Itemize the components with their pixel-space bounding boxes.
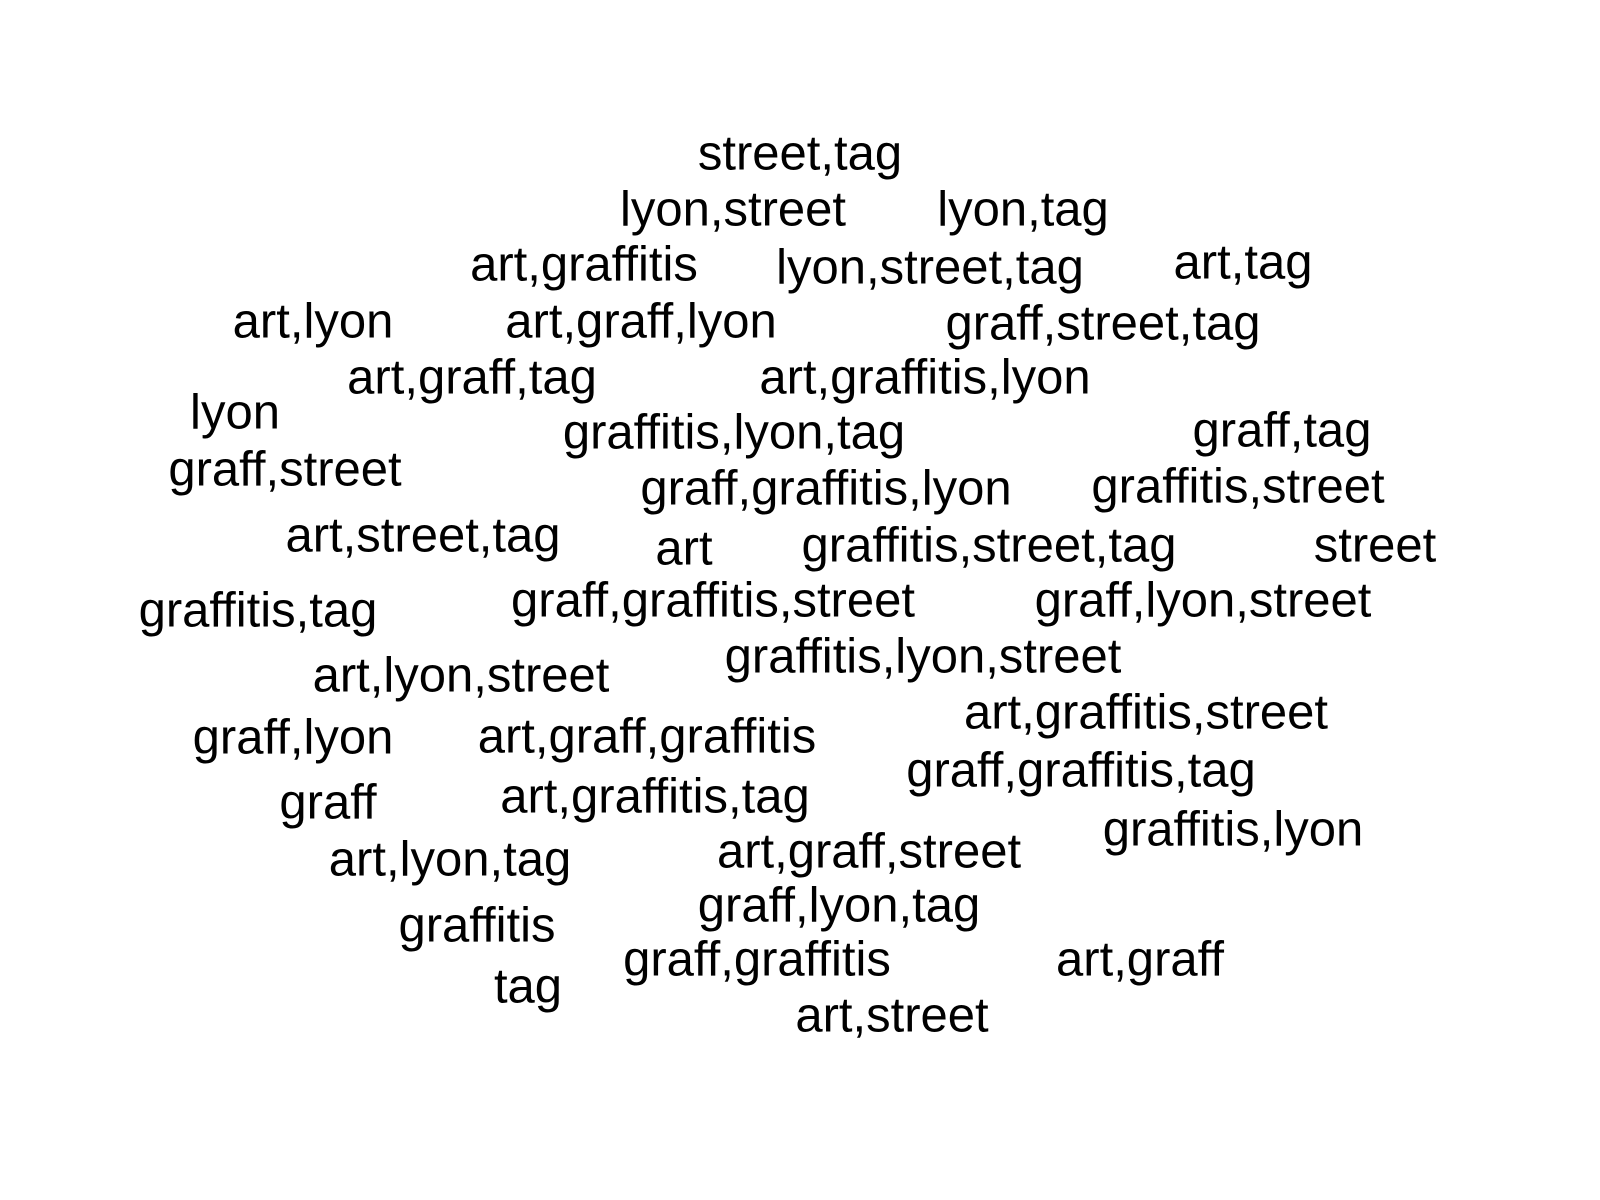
- word-24: art,lyon,street: [312, 648, 610, 703]
- word-19: graffitis,street,tag: [801, 518, 1177, 573]
- word-17: art,street,tag: [285, 508, 561, 563]
- word-18: art: [655, 521, 713, 576]
- word-35: graff,lyon,tag: [697, 878, 981, 933]
- word-16: graffitis,street: [1091, 459, 1385, 514]
- word-31: art,graffitis,tag: [500, 769, 810, 824]
- word-3: art,graffitis: [470, 237, 698, 292]
- word-6: art,lyon: [232, 294, 394, 349]
- word-14: graff,street: [168, 442, 402, 497]
- word-8: graff,street,tag: [945, 296, 1261, 351]
- word-26: art,graffitis,street: [963, 685, 1329, 740]
- word-25: graffitis,lyon,street: [724, 629, 1122, 684]
- word-20: street: [1313, 518, 1437, 573]
- word-15: graff,graffitis,lyon: [640, 461, 1012, 516]
- word-23: graff,lyon,street: [1034, 573, 1372, 628]
- word-32: graffitis,lyon: [1102, 802, 1364, 857]
- word-27: graff,lyon: [192, 710, 394, 765]
- word-39: tag: [493, 959, 563, 1014]
- word-12: graffitis,lyon,tag: [562, 405, 906, 460]
- word-5: art,tag: [1173, 235, 1313, 290]
- word-33: art,lyon,tag: [328, 832, 572, 887]
- word-34: art,graff,street: [716, 824, 1022, 879]
- word-36: graffitis: [398, 898, 556, 953]
- word-30: graff: [279, 775, 377, 830]
- word-13: graff,tag: [1192, 403, 1372, 458]
- word-38: art,graff: [1056, 932, 1224, 987]
- word-7: art,graff,lyon: [505, 294, 777, 349]
- word-9: art,graff,tag: [347, 350, 597, 405]
- word-0: street,tag: [697, 126, 903, 181]
- word-29: graff,graffitis,tag: [906, 743, 1256, 798]
- word-10: art,graffitis,lyon: [759, 350, 1091, 405]
- word-22: graff,graffitis,street: [511, 573, 915, 628]
- word-37: graff,graffitis: [623, 932, 891, 987]
- word-11: lyon: [190, 385, 280, 440]
- word-1: lyon,street: [619, 182, 847, 237]
- word-40: art,street: [795, 988, 989, 1043]
- word-21: graffitis,tag: [138, 583, 378, 638]
- word-2: lyon,tag: [937, 182, 1109, 237]
- word-4: lyon,street,tag: [776, 240, 1084, 295]
- word-28: art,graff,graffitis: [477, 709, 817, 764]
